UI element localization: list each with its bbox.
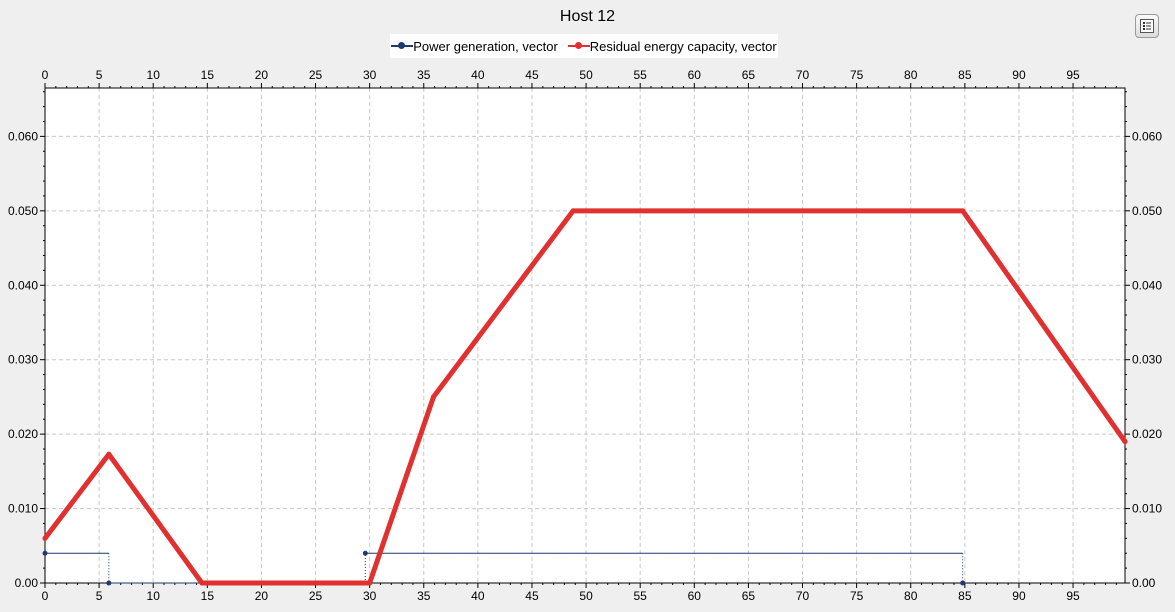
grid-lines <box>45 88 1125 583</box>
x-tick-label-bottom: 30 <box>363 589 377 603</box>
residual-point <box>106 451 112 457</box>
x-tick-label-top: 25 <box>309 68 323 82</box>
x-tick-label-top: 95 <box>1066 68 1080 82</box>
y-tick-label-left: 0.060 <box>8 129 38 143</box>
residual-point <box>367 580 373 586</box>
y-tick-label-left: 0.050 <box>8 204 38 218</box>
x-tick-label-bottom: 65 <box>742 589 756 603</box>
x-tick-label-top: 10 <box>147 68 161 82</box>
x-tick-label-top: 20 <box>255 68 269 82</box>
x-tick-label-bottom: 0 <box>42 589 49 603</box>
x-tick-label-bottom: 20 <box>255 589 269 603</box>
x-tick-label-bottom: 45 <box>525 589 539 603</box>
x-tick-label-bottom: 40 <box>471 589 485 603</box>
x-tick-label-top: 70 <box>796 68 810 82</box>
legend-item-power[interactable]: Power generation, vector <box>391 39 558 54</box>
y-tick-label-right: 0.030 <box>1132 353 1162 367</box>
power-point <box>42 550 48 556</box>
x-tick-label-top: 45 <box>525 68 539 82</box>
list-options-icon <box>1140 19 1154 33</box>
residual-point <box>362 580 368 586</box>
residual-point <box>42 535 48 541</box>
residual-point <box>570 208 576 214</box>
legend-swatch-residual <box>567 40 590 52</box>
x-tick-label-top: 55 <box>634 68 648 82</box>
x-tick-label-bottom: 90 <box>1012 589 1026 603</box>
x-tick-label-bottom: 10 <box>147 589 161 603</box>
y-tick-label-left: 0.00 <box>15 576 39 590</box>
x-tick-label-top: 85 <box>958 68 972 82</box>
chart-title: Host 12 <box>559 8 616 25</box>
x-tick-label-bottom: 25 <box>309 589 323 603</box>
x-tick-label-top: 35 <box>417 68 431 82</box>
x-tick-label-top: 15 <box>201 68 215 82</box>
residual-point <box>430 394 436 400</box>
y-tick-label-right: 0.060 <box>1132 129 1162 143</box>
x-tick-label-bottom: 5 <box>96 589 103 603</box>
x-tick-label-bottom: 80 <box>904 589 918 603</box>
plot-background <box>45 88 1125 583</box>
x-tick-label-top: 75 <box>850 68 864 82</box>
x-tick-label-bottom: 55 <box>634 589 648 603</box>
plot-frame <box>44 87 1126 584</box>
x-tick-label-top: 0 <box>42 68 49 82</box>
y-tick-label-left: 0.030 <box>8 353 38 367</box>
x-tick-label-top: 50 <box>579 68 593 82</box>
x-tick-label-bottom: 35 <box>417 589 431 603</box>
y-tick-label-right: 0.020 <box>1132 427 1162 441</box>
x-tick-label-bottom: 75 <box>850 589 864 603</box>
x-tick-label-top: 90 <box>1012 68 1026 82</box>
x-tick-label-bottom: 95 <box>1066 589 1080 603</box>
y-tick-label-left: 0.020 <box>8 427 38 441</box>
legend-swatch-power <box>391 40 414 52</box>
x-tick-label-top: 30 <box>363 68 377 82</box>
power-point <box>362 550 368 556</box>
residual-point <box>960 208 966 214</box>
power-point <box>106 580 112 586</box>
x-tick-label-bottom: 85 <box>958 589 972 603</box>
chart-legend: Power generation, vector Residual energy… <box>390 34 778 58</box>
y-tick-label-right: 0.010 <box>1132 502 1162 516</box>
residual-point <box>1122 439 1128 445</box>
x-tick-label-bottom: 70 <box>796 589 810 603</box>
power-point <box>960 580 966 586</box>
legend-item-residual[interactable]: Residual energy capacity, vector <box>567 38 777 54</box>
residual-point <box>199 580 205 586</box>
y-tick-label-right: 0.050 <box>1132 204 1162 218</box>
x-tick-label-top: 60 <box>688 68 702 82</box>
x-tick-label-top: 5 <box>96 68 103 82</box>
x-tick-label-top: 40 <box>471 68 485 82</box>
y-tick-label-left: 0.010 <box>8 502 38 516</box>
x-tick-label-bottom: 15 <box>201 589 215 603</box>
legend-label-residual: Residual energy capacity, vector <box>589 38 777 54</box>
x-tick-label-top: 80 <box>904 68 918 82</box>
x-tick-label-bottom: 50 <box>579 589 593 603</box>
legend-label-power: Power generation, vector <box>413 38 558 54</box>
x-tick-label-top: 65 <box>742 68 756 82</box>
chart-options-button[interactable] <box>1135 14 1159 38</box>
axes: 0055101015152020252530303535404045455050… <box>8 68 1162 603</box>
x-tick-label-bottom: 60 <box>688 589 702 603</box>
y-tick-label-right: 0.040 <box>1132 278 1162 292</box>
y-tick-label-left: 0.040 <box>8 278 38 292</box>
series-residual-energy <box>42 208 1128 586</box>
y-tick-label-right: 0.00 <box>1132 576 1156 590</box>
